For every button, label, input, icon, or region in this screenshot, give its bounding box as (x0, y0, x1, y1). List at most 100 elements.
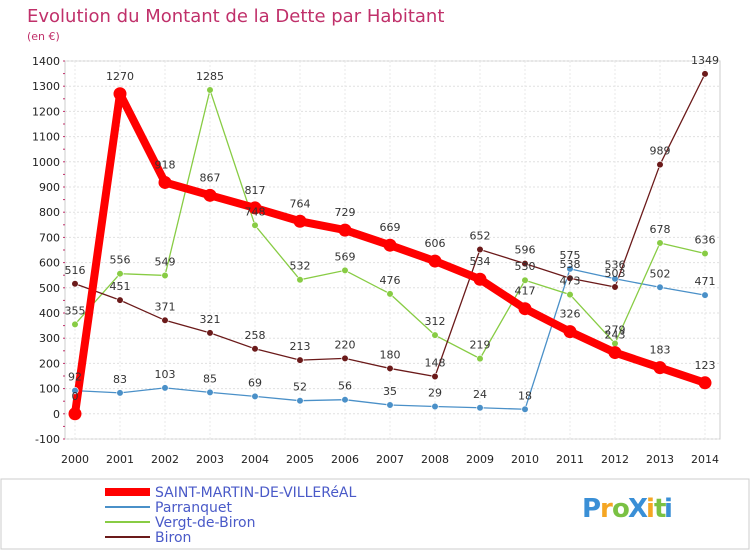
data-point (206, 86, 214, 94)
data-point (431, 331, 439, 339)
y-tick-label: 700 (39, 231, 60, 244)
y-tick-label: 800 (39, 206, 60, 219)
data-label: 180 (380, 348, 401, 361)
data-point (521, 260, 529, 268)
x-tick-label: 2003 (196, 453, 224, 466)
chart-subtitle: (en €) (27, 30, 60, 43)
data-label: 538 (560, 258, 581, 271)
data-point (71, 387, 79, 395)
data-label: 764 (290, 197, 311, 210)
y-tick-label: 1400 (32, 55, 60, 68)
data-point-main (248, 201, 262, 215)
x-tick-label: 2013 (646, 453, 674, 466)
data-point (206, 388, 214, 396)
y-tick-label: 900 (39, 181, 60, 194)
chart-title: Evolution du Montant de la Dette par Hab… (27, 6, 444, 27)
data-point-main (113, 87, 127, 101)
x-tick-label: 2011 (556, 453, 584, 466)
data-label: 575 (560, 249, 581, 262)
data-label: 417 (515, 285, 536, 298)
legend-label: Biron (155, 530, 191, 546)
data-label: 748 (245, 205, 266, 218)
data-label: 678 (650, 223, 671, 236)
data-label: 569 (335, 250, 356, 263)
data-point (386, 401, 394, 409)
x-tick-label: 2014 (691, 453, 719, 466)
data-label: 183 (650, 344, 671, 357)
data-point (251, 345, 259, 353)
data-label: 92 (68, 371, 82, 384)
logo-letter: i (646, 494, 655, 524)
y-tick-label: 300 (39, 332, 60, 345)
data-label: 56 (338, 380, 352, 393)
x-tick-label: 2010 (511, 453, 539, 466)
x-tick-label: 2002 (151, 453, 179, 466)
data-point (116, 389, 124, 397)
y-tick-label: 1000 (32, 156, 60, 169)
data-label: 918 (155, 158, 176, 171)
data-point (296, 276, 304, 284)
legend-label: Vergt-de-Biron (155, 515, 255, 531)
logo-letter: i (664, 494, 673, 524)
data-point (701, 70, 709, 78)
legend-label: Parranquet (155, 500, 232, 516)
data-label: 1349 (691, 54, 719, 67)
data-label: 534 (470, 255, 491, 268)
data-label: 606 (425, 237, 446, 250)
data-point (476, 245, 484, 254)
y-tick-label: 0 (53, 408, 60, 421)
data-label: 220 (335, 338, 356, 351)
data-point (431, 402, 439, 411)
data-point (296, 356, 304, 364)
data-label: 502 (650, 267, 671, 280)
data-label: 258 (245, 329, 266, 342)
data-point-main (473, 272, 487, 286)
data-label: 1270 (106, 70, 134, 83)
data-point (341, 354, 349, 362)
data-point-main (68, 407, 82, 421)
data-label: 989 (650, 145, 671, 158)
x-tick-label: 2012 (601, 453, 629, 466)
data-point-main (338, 223, 352, 237)
data-label: 148 (425, 357, 446, 370)
logo-letter: P (582, 494, 601, 524)
data-label: 243 (605, 329, 626, 342)
data-point (116, 296, 124, 304)
x-tick-label: 2008 (421, 453, 449, 466)
data-label: 123 (695, 359, 716, 372)
data-point (656, 283, 664, 291)
x-tick-label: 2006 (331, 453, 359, 466)
data-label: 326 (560, 308, 581, 321)
data-point (476, 355, 484, 363)
data-label: 556 (110, 254, 131, 267)
data-label: 312 (425, 315, 446, 328)
data-point (566, 291, 574, 299)
logo-letter: o (612, 494, 630, 524)
data-label: 729 (335, 206, 356, 219)
data-point (341, 266, 349, 275)
data-label: 867 (200, 171, 221, 184)
data-label: 476 (380, 274, 401, 287)
data-point-main (383, 238, 397, 252)
data-label: 371 (155, 300, 176, 313)
data-point (386, 290, 394, 298)
data-label: 636 (695, 234, 716, 247)
data-point-main (203, 188, 217, 202)
data-point (701, 291, 709, 299)
logo-letter: X (628, 494, 648, 524)
x-tick-label: 2004 (241, 453, 269, 466)
data-point (341, 396, 349, 404)
y-tick-label: 200 (39, 357, 60, 370)
y-tick-label: 1200 (32, 105, 60, 118)
data-point (701, 249, 709, 258)
data-point (521, 276, 529, 284)
data-label: 35 (383, 385, 397, 398)
data-point-main (158, 175, 172, 189)
data-point (71, 280, 79, 288)
data-point (611, 275, 619, 283)
data-label: 18 (518, 389, 532, 402)
x-tick-label: 2007 (376, 453, 404, 466)
data-label: 69 (248, 376, 262, 389)
data-point-main (698, 376, 712, 390)
